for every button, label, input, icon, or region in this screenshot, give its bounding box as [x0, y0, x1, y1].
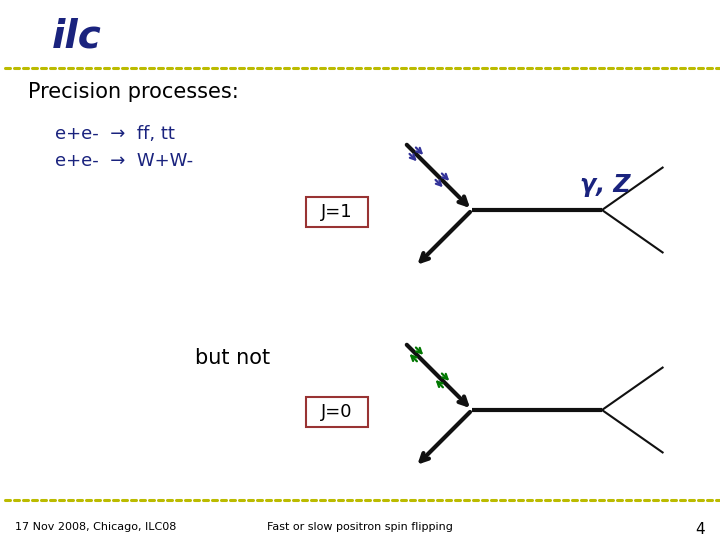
Text: but not: but not	[195, 348, 270, 368]
Text: 4: 4	[696, 522, 705, 537]
Text: Precision processes:: Precision processes:	[28, 82, 239, 102]
Text: Fast or slow positron spin flipping: Fast or slow positron spin flipping	[267, 522, 453, 532]
Text: J=0: J=0	[321, 403, 353, 421]
FancyBboxPatch shape	[306, 397, 368, 427]
Text: e+e-  →  W+W-: e+e- → W+W-	[55, 152, 193, 170]
Text: ilc: ilc	[52, 17, 102, 55]
FancyBboxPatch shape	[306, 197, 368, 227]
Text: γ, Z: γ, Z	[580, 173, 631, 197]
Text: e+e-  →  ff, tt: e+e- → ff, tt	[55, 125, 175, 143]
Text: J=1: J=1	[321, 203, 353, 221]
Text: 17 Nov 2008, Chicago, ILC08: 17 Nov 2008, Chicago, ILC08	[15, 522, 176, 532]
